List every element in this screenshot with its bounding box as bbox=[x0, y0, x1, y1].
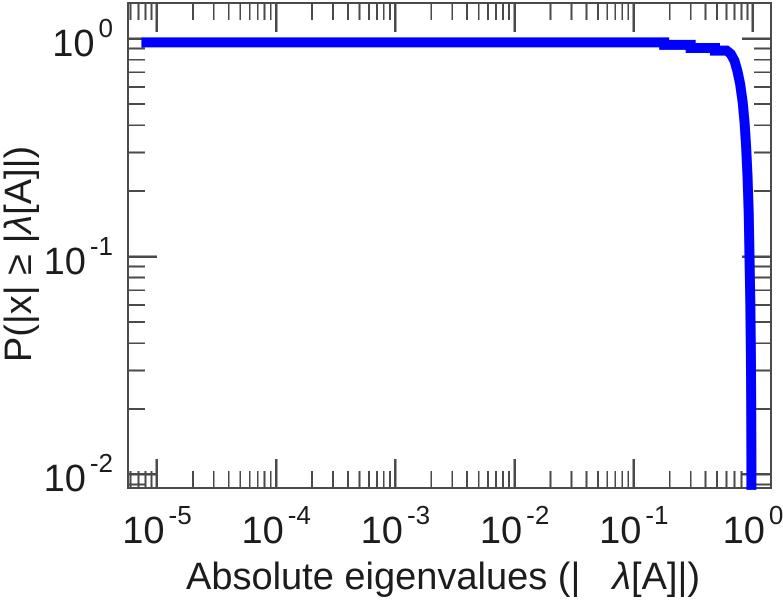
tick-label-base: 10 bbox=[599, 510, 642, 552]
tick-label-base: 10 bbox=[43, 240, 86, 283]
tick-label-exponent: -3 bbox=[406, 500, 431, 530]
y-axis-title-tail: [A]|) bbox=[0, 145, 40, 215]
x-axis-title-text: Absolute eigenvalues (| bbox=[185, 556, 581, 598]
tick-label-base: 10 bbox=[722, 510, 765, 552]
x-tick-label-1e-1: 10 -1 bbox=[599, 500, 668, 553]
tick-label-exponent: 0 bbox=[768, 500, 783, 530]
tick-label-exponent: -2 bbox=[89, 448, 113, 479]
x-tick-label-1e-3: 10 -3 bbox=[360, 500, 430, 553]
tick-label-base: 10 bbox=[52, 22, 95, 65]
lambda-symbol: λ bbox=[0, 214, 40, 234]
x-tick-label-1e-4: 10 -4 bbox=[241, 500, 310, 553]
y-tick-label-1e-2: 10 -2 bbox=[43, 448, 113, 501]
tick-label-exponent: 0 bbox=[98, 12, 113, 43]
ccdf-curve bbox=[141, 37, 757, 490]
x-tick-label-1e-2: 10 -2 bbox=[479, 500, 549, 553]
tick-label-base: 10 bbox=[241, 510, 284, 552]
tick-label-exponent: -1 bbox=[645, 500, 669, 530]
plot-frame bbox=[127, 2, 772, 489]
tick-label-base: 10 bbox=[122, 510, 165, 552]
tick-label-base: 10 bbox=[43, 458, 86, 501]
tick-label-exponent: -1 bbox=[89, 230, 113, 261]
tick-label-base: 10 bbox=[360, 510, 403, 552]
x-axis-title-tail: [A]|) bbox=[631, 556, 701, 598]
y-tick-label-1e0: 10 0 bbox=[52, 13, 113, 66]
tick-label-exponent: -5 bbox=[168, 500, 192, 530]
x-axis-title: Absolute eigenvalues (| λ[A]|) bbox=[186, 557, 700, 597]
y-axis-title-text: P(|x| ≥ | bbox=[0, 233, 40, 363]
lambda-symbol: λ bbox=[612, 556, 632, 598]
x-tick-label-1e-5: 10 -5 bbox=[122, 500, 191, 553]
y-axis-title: P(|x| ≥ |λ[A]|) bbox=[0, 145, 40, 363]
tick-label-exponent: -2 bbox=[526, 500, 550, 530]
x-tick-label-1e0: 10 0 bbox=[722, 500, 783, 553]
tick-label-base: 10 bbox=[479, 510, 523, 552]
y-tick-label-1e-1: 10 -1 bbox=[43, 231, 113, 284]
tick-label-exponent: -4 bbox=[287, 500, 311, 530]
